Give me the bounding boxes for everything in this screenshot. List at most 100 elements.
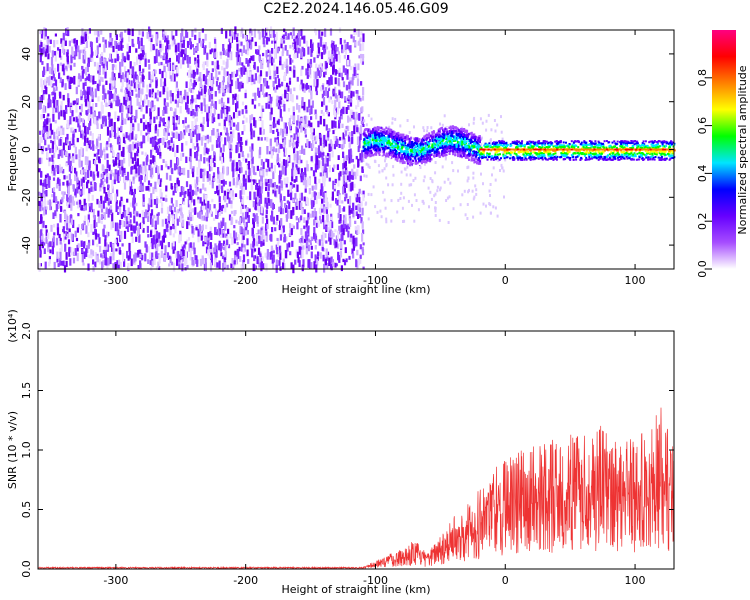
noise-cell (200, 123, 203, 127)
noise-cell (96, 243, 99, 247)
noise-cell (306, 139, 309, 147)
noise-cell (338, 172, 341, 181)
noise-cell (164, 31, 167, 35)
noise-cell (216, 178, 219, 184)
noise-cell (270, 98, 273, 104)
noise-cell (176, 158, 180, 165)
noise-cell (172, 118, 175, 123)
noise-cell (106, 244, 110, 252)
noise-cell (267, 183, 270, 191)
noise-cell (123, 230, 127, 239)
noise-cell (356, 93, 359, 97)
noise-cell (41, 151, 44, 155)
noise-cell (254, 172, 257, 176)
noise-cell (60, 242, 63, 252)
noise-cell (124, 217, 127, 221)
noise-cell (354, 117, 357, 127)
noise-cell (385, 217, 388, 221)
noise-cell (87, 193, 90, 202)
noise-cell (244, 92, 247, 99)
noise-cell (58, 183, 61, 191)
noise-cell (48, 259, 51, 264)
noise-cell (423, 175, 426, 179)
noise-cell (358, 95, 361, 100)
noise-cell (236, 43, 239, 51)
noise-cell (164, 245, 167, 254)
noise-cell (82, 207, 86, 212)
noise-cell (156, 98, 159, 102)
signal-cell (387, 127, 390, 131)
noise-cell (319, 62, 322, 68)
noise-cell (93, 215, 96, 219)
noise-cell (358, 113, 361, 121)
noise-cell (72, 117, 75, 122)
noise-cell (172, 190, 175, 196)
noise-cell (41, 129, 45, 134)
noise-cell (313, 57, 316, 63)
noise-cell (78, 149, 81, 159)
noise-cell (75, 237, 79, 242)
noise-cell (333, 186, 336, 192)
noise-cell (353, 183, 356, 188)
noise-cell (172, 241, 175, 247)
noise-cell (256, 238, 259, 247)
noise-cell (275, 148, 278, 153)
noise-cell (180, 33, 183, 41)
noise-cell (208, 41, 211, 49)
noise-cell (98, 111, 101, 119)
noise-cell (272, 250, 275, 254)
noise-cell (361, 56, 365, 65)
noise-cell (41, 207, 44, 211)
noise-cell (65, 66, 68, 70)
noise-cell (163, 128, 166, 137)
noise-cell (341, 123, 344, 128)
noise-cell (67, 93, 70, 102)
noise-cell (319, 134, 322, 141)
noise-cell (180, 152, 183, 161)
noise-cell (185, 125, 188, 133)
noise-cell (116, 126, 120, 136)
noise-cell (461, 193, 464, 197)
noise-cell (47, 247, 50, 253)
noise-cell (464, 213, 467, 217)
noise-cell (489, 194, 491, 197)
noise-cell (169, 226, 172, 230)
noise-cell (177, 59, 180, 64)
noise-cell (152, 155, 155, 164)
noise-cell (325, 225, 328, 231)
noise-cell (155, 251, 158, 259)
noise-cell (213, 151, 216, 156)
noise-cell (153, 234, 157, 240)
noise-cell (272, 146, 275, 152)
noise-cell (344, 247, 347, 254)
noise-cell (293, 87, 296, 92)
noise-cell (253, 191, 256, 200)
noise-cell (345, 84, 348, 91)
noise-cell (213, 162, 216, 168)
noise-cell (178, 234, 181, 244)
noise-cell (351, 158, 354, 163)
signal-cell (433, 131, 436, 134)
noise-cell (82, 188, 85, 195)
noise-cell (44, 123, 47, 131)
noise-cell (91, 194, 94, 201)
noise-cell (176, 187, 179, 192)
noise-cell (81, 131, 84, 140)
noise-cell (123, 167, 126, 174)
noise-cell (406, 165, 409, 169)
noise-cell (334, 99, 337, 109)
noise-cell (349, 98, 353, 103)
noise-cell (242, 247, 245, 254)
noise-cell (279, 101, 282, 105)
noise-cell (213, 217, 216, 221)
noise-cell (62, 169, 65, 174)
noise-cell (143, 176, 147, 183)
noise-cell (213, 108, 216, 115)
noise-cell (325, 46, 329, 50)
noise-cell (103, 178, 107, 183)
noise-cell (196, 260, 199, 267)
noise-cell (255, 234, 259, 242)
noise-cell (330, 216, 333, 221)
noise-cell (336, 164, 339, 170)
noise-cell (157, 138, 160, 145)
